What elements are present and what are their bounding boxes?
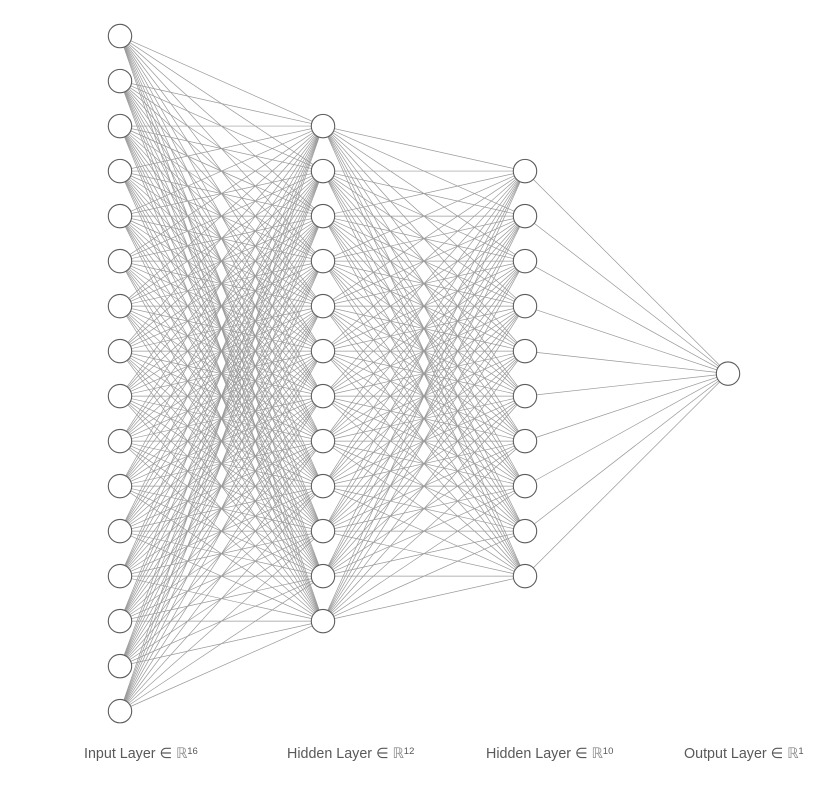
svg-text:Output Layer ∈ ℝ1: Output Layer ∈ ℝ1 xyxy=(684,746,804,762)
svg-text:Hidden Layer ∈ ℝ12: Hidden Layer ∈ ℝ12 xyxy=(287,746,414,762)
svg-text:Input Layer ∈ ℝ16: Input Layer ∈ ℝ16 xyxy=(84,746,198,762)
svg-text:Hidden Layer ∈ ℝ10: Hidden Layer ∈ ℝ10 xyxy=(486,746,613,762)
